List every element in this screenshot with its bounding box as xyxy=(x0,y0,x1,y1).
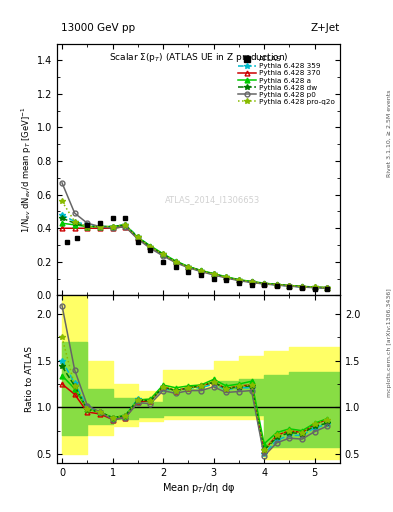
Y-axis label: Ratio to ATLAS: Ratio to ATLAS xyxy=(25,347,34,412)
Text: mcplots.cern.ch [arXiv:1306.3436]: mcplots.cern.ch [arXiv:1306.3436] xyxy=(387,289,392,397)
Text: ATLAS_2014_I1306653: ATLAS_2014_I1306653 xyxy=(165,195,260,204)
Text: Rivet 3.1.10, ≥ 2.5M events: Rivet 3.1.10, ≥ 2.5M events xyxy=(387,90,392,177)
Text: Scalar $\Sigma$(p$_T$) (ATLAS UE in Z production): Scalar $\Sigma$(p$_T$) (ATLAS UE in Z pr… xyxy=(108,51,288,64)
Text: 13000 GeV pp: 13000 GeV pp xyxy=(61,23,135,33)
Y-axis label: 1/N$_{ev}$ dN$_{ev}$/d mean p$_T$ [GeV]$^{-1}$: 1/N$_{ev}$ dN$_{ev}$/d mean p$_T$ [GeV]$… xyxy=(20,106,34,233)
X-axis label: Mean p$_T$/dη dφ: Mean p$_T$/dη dφ xyxy=(162,481,235,495)
Text: Z+Jet: Z+Jet xyxy=(311,23,340,33)
Legend: ATLAS, Pythia 6.428 359, Pythia 6.428 370, Pythia 6.428 a, Pythia 6.428 dw, Pyth: ATLAS, Pythia 6.428 359, Pythia 6.428 37… xyxy=(237,55,336,106)
